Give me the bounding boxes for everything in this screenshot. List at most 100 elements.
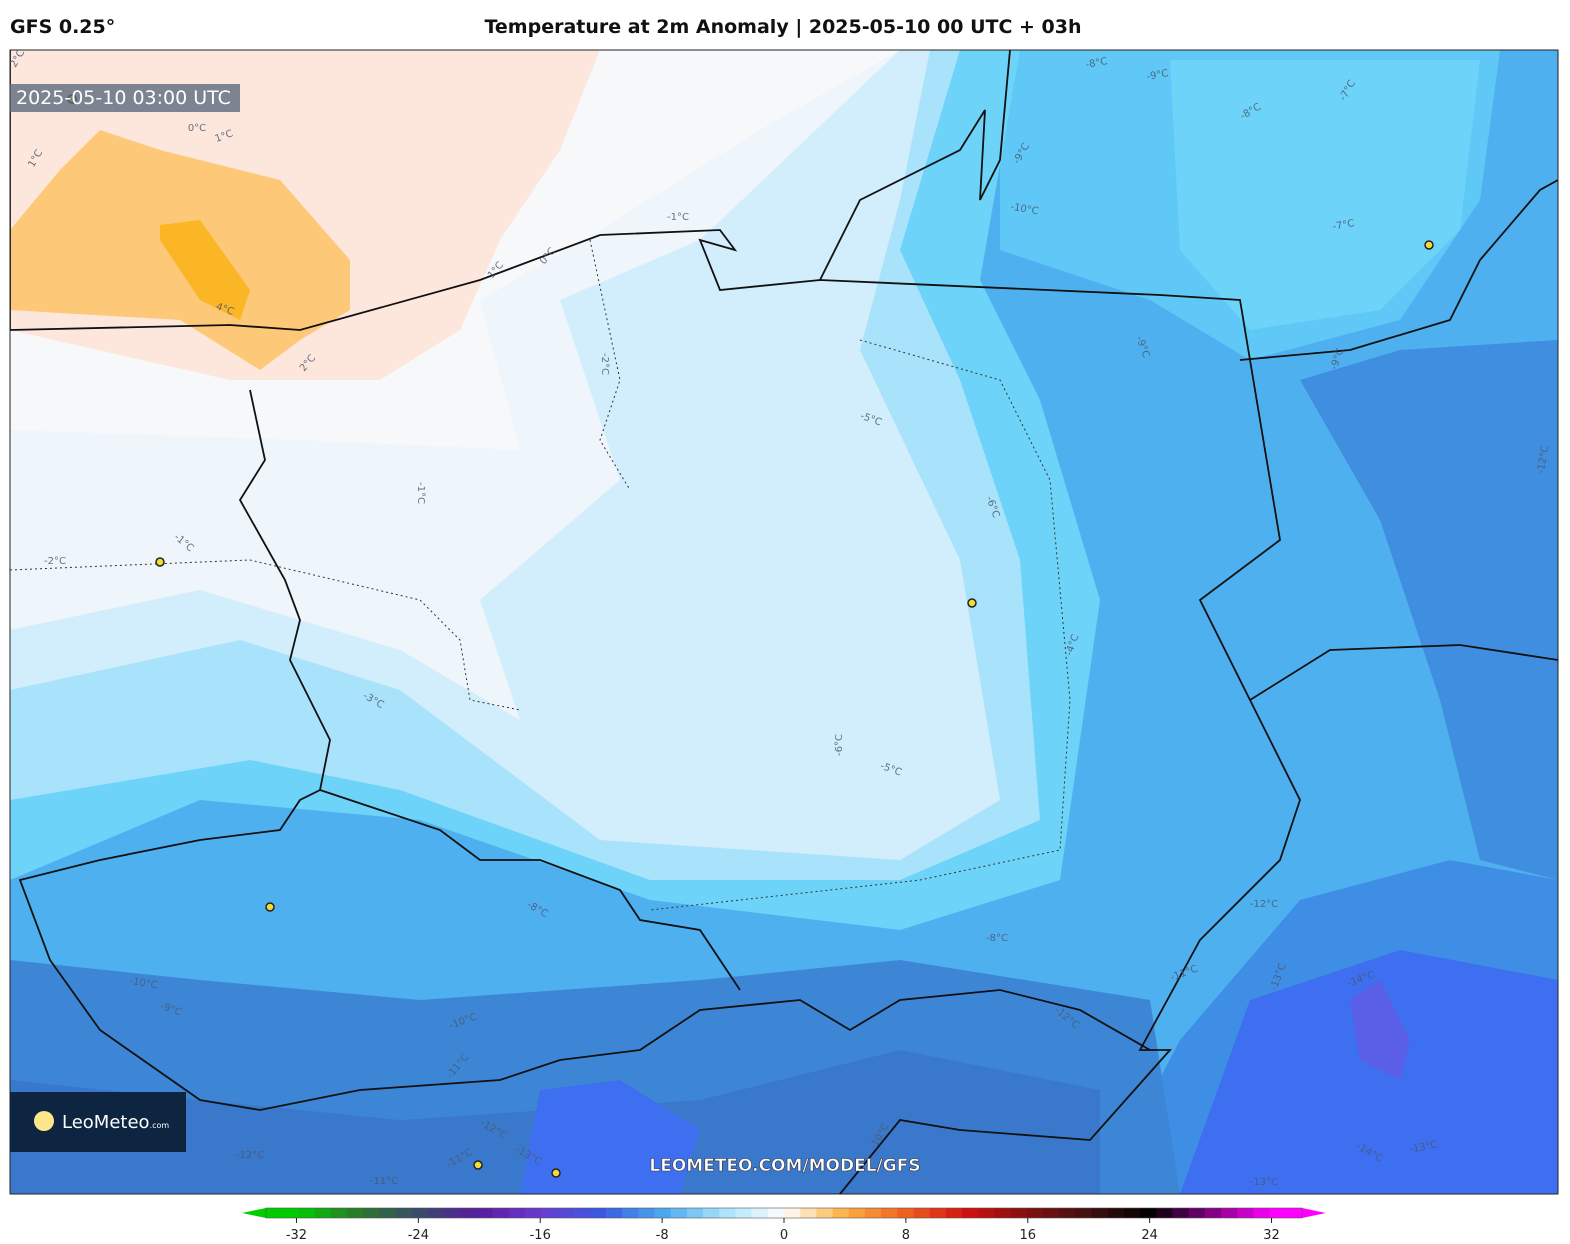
colorbar-segment	[767, 1208, 785, 1218]
colorbar-segment	[1172, 1208, 1190, 1218]
colorbar-segment	[266, 1208, 283, 1218]
map-field: 2°C1°C0°C 1°C-1°C0°C1°C4°C2°C -2°C-5°C-1°C…	[10, 50, 1558, 1194]
colorbar-tick-label: 24	[1141, 1228, 1158, 1243]
model-name: GFS 0.25°	[10, 16, 115, 38]
colorbar-segment	[460, 1208, 477, 1218]
colorbar-segment	[994, 1208, 1012, 1218]
colorbar-segment	[492, 1208, 510, 1218]
colorbar-segment	[314, 1208, 332, 1218]
colorbar-segment	[784, 1208, 801, 1218]
colorbar-segment	[476, 1208, 494, 1218]
colorbar-segment	[945, 1208, 963, 1218]
colorbar-segment	[541, 1208, 558, 1218]
contour-label: -13°C	[1250, 1177, 1278, 1188]
colorbar-segment	[1237, 1208, 1254, 1218]
colorbar-segment	[1123, 1208, 1141, 1218]
colorbar-tick-label: -24	[408, 1228, 429, 1243]
colorbar-segment	[654, 1208, 672, 1218]
timestamp: 2025-05-10 03:00 UTC	[16, 87, 231, 109]
colorbar-segment	[881, 1208, 898, 1218]
contour-label: -1°C	[667, 212, 689, 223]
colorbar-tick-label: 8	[902, 1228, 910, 1243]
colorbar-segment	[1204, 1208, 1222, 1218]
colorbar-segment	[605, 1208, 623, 1218]
colorbar: -32 -24 -16 -8 0 8 16 24 32	[242, 1207, 1326, 1243]
colorbar-segment	[444, 1208, 461, 1218]
contour-label: -11°C	[370, 1176, 398, 1187]
colorbar-tick-label: -32	[286, 1228, 307, 1243]
watermark: LEOMETEO.COM/MODEL/GFS	[649, 1156, 920, 1176]
colorbar-segment	[557, 1208, 575, 1218]
colorbar-segment	[379, 1208, 396, 1218]
colorbar-segment	[670, 1208, 688, 1218]
colorbar-segment	[848, 1208, 866, 1218]
timestamp-box	[10, 84, 240, 112]
colorbar-segment	[703, 1208, 720, 1218]
colorbar-segment	[1059, 1208, 1076, 1218]
colorbar-segment	[832, 1208, 850, 1218]
logo-name: LeoMeteo	[62, 1112, 150, 1133]
contour-label: -12°C	[1250, 899, 1278, 910]
colorbar-segment	[573, 1208, 591, 1218]
colorbar-segment	[1010, 1208, 1028, 1218]
colorbar-segment	[282, 1208, 299, 1218]
contour-label: -2°C	[599, 353, 610, 375]
colorbar-segment	[1026, 1208, 1044, 1218]
colorbar-segment	[1091, 1208, 1109, 1218]
contour-label: -13°C	[1409, 1140, 1439, 1156]
colorbar-tick-label: 16	[1019, 1228, 1036, 1243]
colorbar-segment	[962, 1208, 979, 1218]
colorbar-segment	[1221, 1208, 1238, 1218]
contour-label: -8°C	[986, 933, 1008, 944]
contour-label: -2°C	[44, 556, 66, 567]
colorbar-tick-label: -8	[656, 1228, 669, 1243]
colorbar-segment	[929, 1208, 947, 1218]
colorbar-segment	[1043, 1208, 1060, 1218]
colorbar-segment	[800, 1208, 817, 1218]
colorbar-segment	[1156, 1208, 1173, 1218]
colorbar-segment	[363, 1208, 380, 1218]
colorbar-tick-label: -16	[530, 1228, 551, 1243]
contour-label: -8°C	[1085, 56, 1109, 71]
colorbar-segment	[1188, 1208, 1206, 1218]
colorbar-segment	[622, 1208, 639, 1218]
colorbar-min-arrow	[242, 1208, 266, 1218]
colorbar-tick-label: 32	[1263, 1228, 1280, 1243]
colorbar-segment	[1075, 1208, 1093, 1218]
colorbar-segment	[1107, 1208, 1125, 1218]
colorbar-segment	[1269, 1208, 1287, 1218]
colorbar-segment	[346, 1208, 364, 1218]
logo-suffix: .com	[150, 1121, 170, 1130]
contour-label: -12°C	[236, 1150, 264, 1161]
contour-label: -6°C	[834, 734, 845, 756]
map-title: Temperature at 2m Anomaly | 2025-05-10 0…	[484, 16, 1081, 38]
colorbar-segment	[1140, 1208, 1157, 1218]
colorbar-segment	[897, 1208, 914, 1218]
colorbar-segment	[508, 1208, 526, 1218]
colorbar-segment	[427, 1208, 445, 1218]
colorbar-segment	[816, 1208, 834, 1218]
colorbar-segment	[395, 1208, 413, 1218]
contour-label: -10°C	[1010, 202, 1040, 218]
colorbar-segment	[751, 1208, 769, 1218]
colorbar-segment	[1253, 1208, 1271, 1218]
colorbar-segment	[330, 1208, 348, 1218]
contour-label: -9°C	[1146, 68, 1170, 83]
colorbar-segment	[411, 1208, 429, 1218]
logo-text: LeoMeteo.com	[62, 1112, 169, 1133]
colorbar-segment	[719, 1208, 736, 1218]
colorbar-segment	[978, 1208, 995, 1218]
contour-label: -12°C	[1536, 445, 1552, 475]
contour-label: -10°C	[129, 976, 159, 992]
contour-label: 0°C	[188, 123, 206, 134]
colorbar-segment	[298, 1208, 316, 1218]
colorbar-segment	[1285, 1208, 1303, 1218]
colorbar-segment	[638, 1208, 655, 1218]
logo-sun	[34, 1111, 54, 1131]
colorbar-max-arrow	[1302, 1208, 1326, 1218]
colorbar-segment	[913, 1208, 931, 1218]
colorbar-segment	[589, 1208, 607, 1218]
colorbar-segment	[686, 1208, 704, 1218]
contour-label: -7°C	[1332, 218, 1356, 233]
